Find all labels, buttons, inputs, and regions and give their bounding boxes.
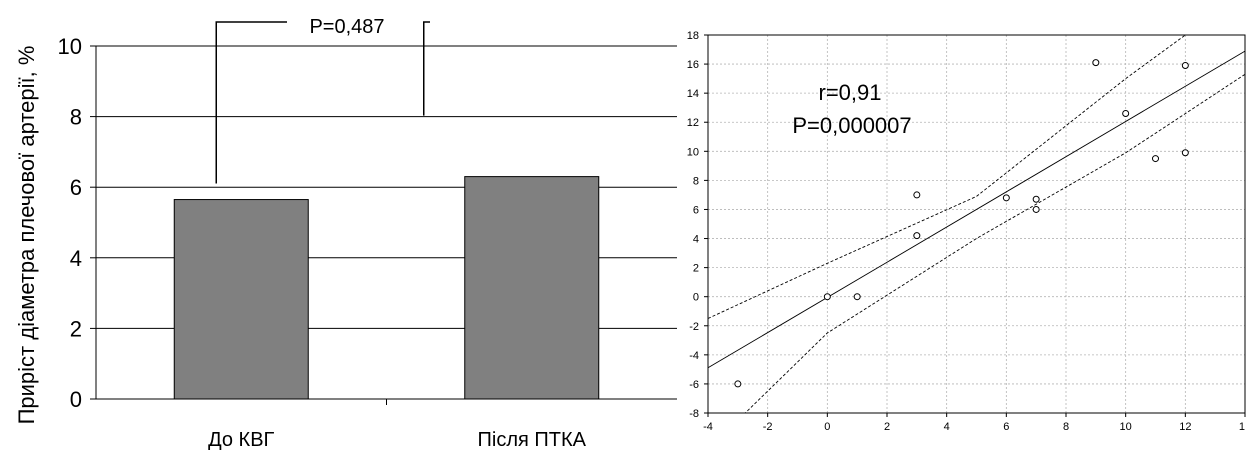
- axes: [95, 46, 677, 405]
- confidence-band: [708, 35, 1245, 413]
- confidence-upper: [708, 35, 1187, 319]
- regression-line: [708, 50, 1245, 369]
- plot-frame: [707, 34, 1246, 414]
- x-tick-label: Після ПТКА: [478, 429, 587, 451]
- x-tick-label: До КВГ: [208, 429, 274, 451]
- bar-chart: Приріст діаметра плечової артерії, % 0 2 4…: [14, 16, 677, 451]
- data-point: [1002, 194, 1010, 202]
- x-tick-label: 4: [944, 421, 950, 433]
- x-tick-label: 12: [1179, 421, 1191, 433]
- x-tick-label: 10: [1120, 421, 1132, 433]
- y-tick-label: 8: [693, 175, 699, 187]
- y-tick-label: 18: [687, 30, 699, 42]
- p-value-annotation: P=0,487: [309, 16, 384, 38]
- x-tick-labels: До КВГ Після ПТКА: [208, 429, 587, 451]
- x-tick-label: 0: [824, 421, 830, 433]
- x-tick-label: 8: [1063, 421, 1069, 433]
- x-tick-label: -4: [703, 421, 713, 433]
- y-tick-label: 14: [687, 88, 699, 100]
- data-point: [913, 191, 921, 199]
- data-point: [1032, 205, 1040, 213]
- y-tick-label: 10: [58, 34, 82, 59]
- data-point: [1181, 149, 1189, 157]
- y-tick-label: 0: [693, 292, 699, 304]
- y-tick-label: 4: [70, 246, 82, 271]
- y-axis-label: Приріст діаметра плечової артерії, %: [14, 46, 39, 425]
- y-tick-label: -4: [689, 350, 699, 362]
- data-point: [1032, 195, 1040, 203]
- x-tick-label: 1: [1239, 421, 1245, 433]
- y-tick-label: -8: [689, 408, 699, 420]
- x-tick-label: 2: [884, 421, 890, 433]
- x-tick-label: -2: [763, 421, 773, 433]
- regression-line: [708, 50, 1245, 369]
- grid-lines: [707, 34, 1246, 414]
- y-tick-label: 6: [693, 204, 699, 216]
- x-tick-label: 6: [1003, 421, 1009, 433]
- bars: [173, 176, 600, 400]
- y-tick-label: 8: [70, 105, 82, 130]
- bracket-right: [423, 21, 430, 116]
- bracket-left: [215, 21, 287, 184]
- y-tick-label: 10: [687, 146, 699, 158]
- data-point: [913, 232, 921, 240]
- data-point: [1181, 62, 1189, 70]
- significance-bracket: [215, 21, 430, 184]
- y-tick-labels: -8 -6 -4 -2 0 2 4 6 8 10 12 14 16 18: [687, 30, 708, 420]
- data-point: [1092, 59, 1100, 67]
- y-tick-label: 2: [70, 316, 82, 341]
- data-points: [734, 59, 1189, 388]
- y-tick-label: 16: [687, 59, 699, 71]
- correlation-annotation: r=0,91: [819, 80, 882, 105]
- y-tick-label: -2: [689, 321, 699, 333]
- y-tick-label: 4: [693, 234, 699, 246]
- x-tick-labels: -4 -2 0 2 4 6 8 10 12 1: [703, 413, 1246, 433]
- bar: [173, 199, 309, 400]
- confidence-lower: [744, 73, 1245, 413]
- y-tick-label: -6: [689, 379, 699, 391]
- scatter-chart: -8 -6 -4 -2 0 2 4 6 8 10 12 14 16 18 -4 -2 0 2 4 6 8 10 12 1 r…: [687, 30, 1246, 433]
- bar: [464, 176, 600, 400]
- p-value-annotation: P=0,000007: [792, 113, 911, 138]
- y-tick-label: 0: [70, 387, 82, 412]
- y-tick-label: 6: [70, 175, 82, 200]
- data-point: [1152, 155, 1159, 163]
- data-point: [1122, 110, 1130, 118]
- data-point: [823, 293, 831, 301]
- y-tick-labels: 0 2 4 6 8 10: [58, 34, 82, 412]
- data-point: [853, 293, 861, 301]
- y-tick-label: 12: [687, 117, 699, 129]
- data-point: [734, 380, 742, 388]
- y-tick-label: 2: [693, 263, 699, 275]
